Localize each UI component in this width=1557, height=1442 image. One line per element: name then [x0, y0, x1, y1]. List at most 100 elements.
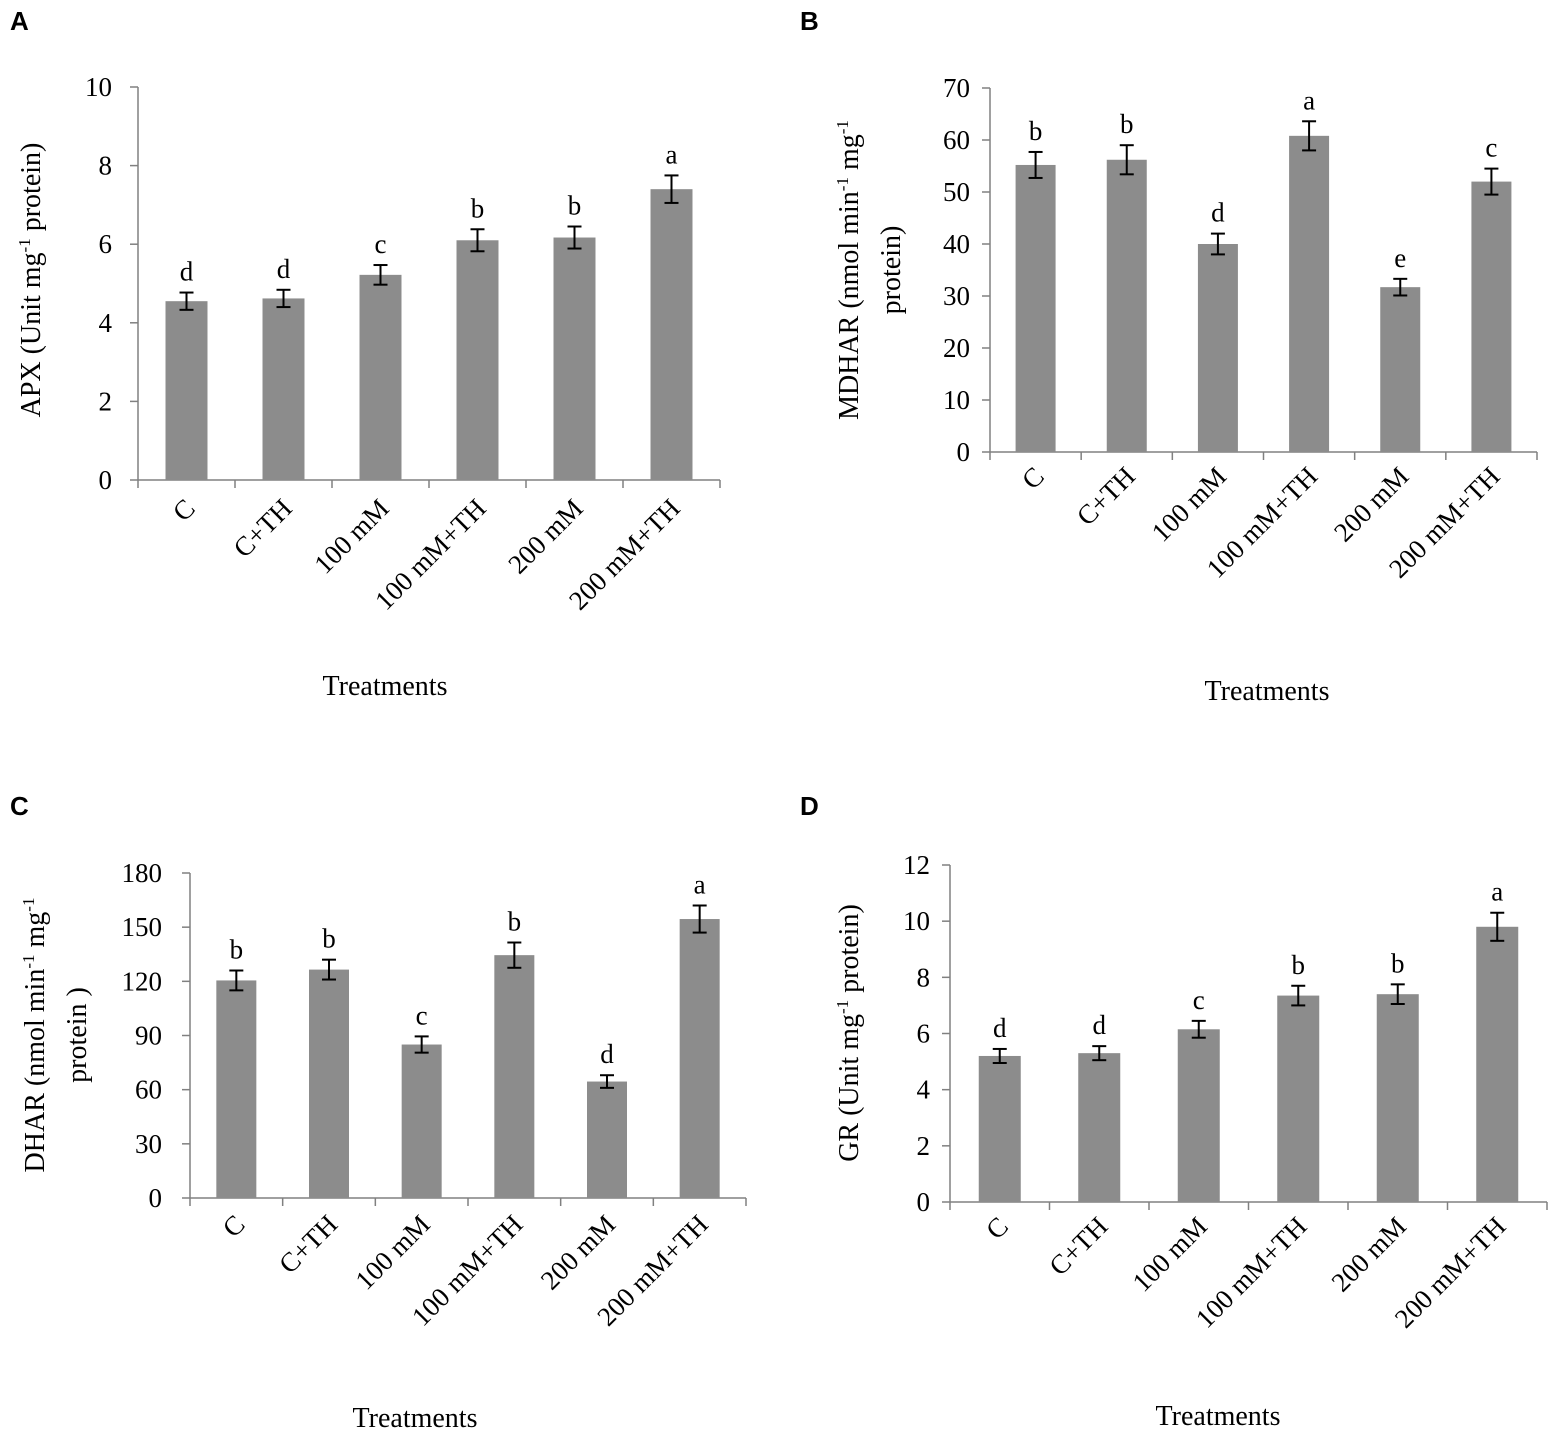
superscript: -1 — [833, 177, 852, 191]
x-category-label: C+TH — [273, 1209, 343, 1279]
bar-1 — [978, 1055, 1021, 1202]
bar-1 — [165, 301, 208, 480]
x-axis-title: Treatments — [1156, 1401, 1281, 1432]
significance-label: c — [375, 229, 387, 259]
y-tick-label: 20 — [943, 333, 970, 363]
bar-1 — [216, 980, 257, 1198]
y-tick-label: 12 — [903, 850, 930, 880]
y-tick-label: 40 — [943, 229, 970, 259]
significance-label: c — [1485, 133, 1497, 163]
x-category-label: 200 mM — [1326, 1211, 1412, 1297]
bar-6 — [1476, 926, 1519, 1202]
significance-label: b — [568, 191, 582, 221]
y-tick-label: 10 — [943, 385, 970, 415]
label-part: mg — [834, 134, 865, 177]
bar-2 — [1106, 159, 1147, 452]
label-part: protein) — [16, 143, 47, 239]
x-category-label: 100 mM — [308, 493, 394, 579]
label-part: DHAR (nmol min — [20, 969, 51, 1173]
x-category-label: 100 mM — [1146, 461, 1232, 547]
significance-label: d — [180, 257, 194, 287]
x-category-label: 200 mM — [535, 1209, 621, 1295]
significance-label: d — [1211, 198, 1225, 228]
significance-label: d — [277, 254, 291, 284]
panel-letter: D — [800, 791, 819, 821]
significance-label: e — [1394, 243, 1406, 273]
x-category-label: C+TH — [1043, 1211, 1113, 1281]
y-tick-label: 60 — [135, 1075, 162, 1105]
significance-label: d — [600, 1039, 614, 1069]
y-tick-label: 90 — [135, 1021, 162, 1051]
significance-label: b — [508, 907, 522, 937]
y-tick-label: 6 — [917, 1019, 931, 1049]
x-category-label: 200 mM — [502, 493, 588, 579]
x-axis-title: Treatments — [353, 1403, 478, 1434]
y-axis-title: DHAR (nmol min-1 mg-1 — [19, 898, 51, 1173]
label-part: APX (Unit mg — [16, 252, 47, 417]
x-category-label: C — [217, 1209, 251, 1243]
y-tick-label: 10 — [903, 906, 930, 936]
y-tick-label: 4 — [917, 1075, 931, 1105]
significance-label: b — [471, 193, 485, 223]
bar-4 — [456, 240, 499, 480]
y-tick-label: 8 — [99, 151, 113, 181]
label-part: protein) — [834, 904, 865, 1000]
label-part: mg — [20, 912, 51, 955]
y-axis-title-line2: protein ) — [62, 987, 93, 1083]
significance-label: a — [666, 139, 678, 169]
bar-5 — [1380, 287, 1421, 452]
superscript: -1 — [833, 1000, 852, 1014]
significance-label: a — [1303, 85, 1315, 115]
y-tick-label: 2 — [917, 1131, 931, 1161]
significance-label: b — [1391, 948, 1405, 978]
panel-letter: C — [10, 791, 29, 821]
x-category-label: 200 mM — [1328, 461, 1414, 547]
bar-3 — [1177, 1029, 1220, 1202]
bar-4 — [494, 955, 535, 1198]
y-axis-title-line2: protein) — [876, 226, 907, 315]
y-tick-label: 4 — [99, 308, 113, 338]
x-category-label: 100 mM — [1127, 1211, 1213, 1297]
bar-3 — [359, 274, 402, 480]
y-tick-label: 30 — [943, 281, 970, 311]
bar-4 — [1277, 995, 1320, 1202]
bar-5 — [587, 1081, 627, 1198]
x-category-label: C+TH — [1071, 461, 1141, 531]
bar-6 — [650, 189, 693, 480]
bar-3 — [1197, 244, 1238, 452]
bar-1 — [1015, 164, 1056, 452]
bar-5 — [1376, 994, 1419, 1202]
bar-6 — [679, 919, 720, 1198]
significance-label: a — [1491, 877, 1503, 907]
y-tick-label: 30 — [135, 1129, 162, 1159]
y-tick-label: 50 — [943, 177, 970, 207]
y-tick-label: 0 — [99, 465, 113, 495]
x-category-label: C+TH — [228, 493, 298, 563]
y-tick-label: 70 — [943, 73, 970, 103]
label-part: MDHAR (nmol min — [834, 191, 865, 420]
significance-label: b — [1120, 109, 1134, 139]
superscript: -1 — [15, 238, 34, 252]
x-category-label: C — [167, 493, 201, 527]
y-tick-label: 0 — [149, 1183, 163, 1213]
label-part: GR (Unit mg — [834, 1014, 865, 1162]
significance-label: d — [993, 1013, 1007, 1043]
y-axis-title: MDHAR (nmol min-1 mg-1 — [833, 120, 865, 420]
significance-label: b — [322, 924, 336, 954]
y-tick-label: 8 — [917, 962, 931, 992]
x-axis-title: Treatments — [1205, 676, 1330, 707]
y-axis-title: APX (Unit mg-1 protein) — [15, 143, 47, 418]
y-tick-label: 150 — [122, 912, 163, 942]
bar-3 — [401, 1044, 442, 1198]
bar-2 — [309, 969, 349, 1198]
significance-label: b — [1292, 950, 1306, 980]
bar-5 — [553, 237, 596, 480]
x-axis-title: Treatments — [323, 671, 448, 702]
y-tick-label: 120 — [122, 966, 163, 996]
x-category-label: C — [980, 1211, 1014, 1245]
significance-label: b — [230, 935, 244, 965]
